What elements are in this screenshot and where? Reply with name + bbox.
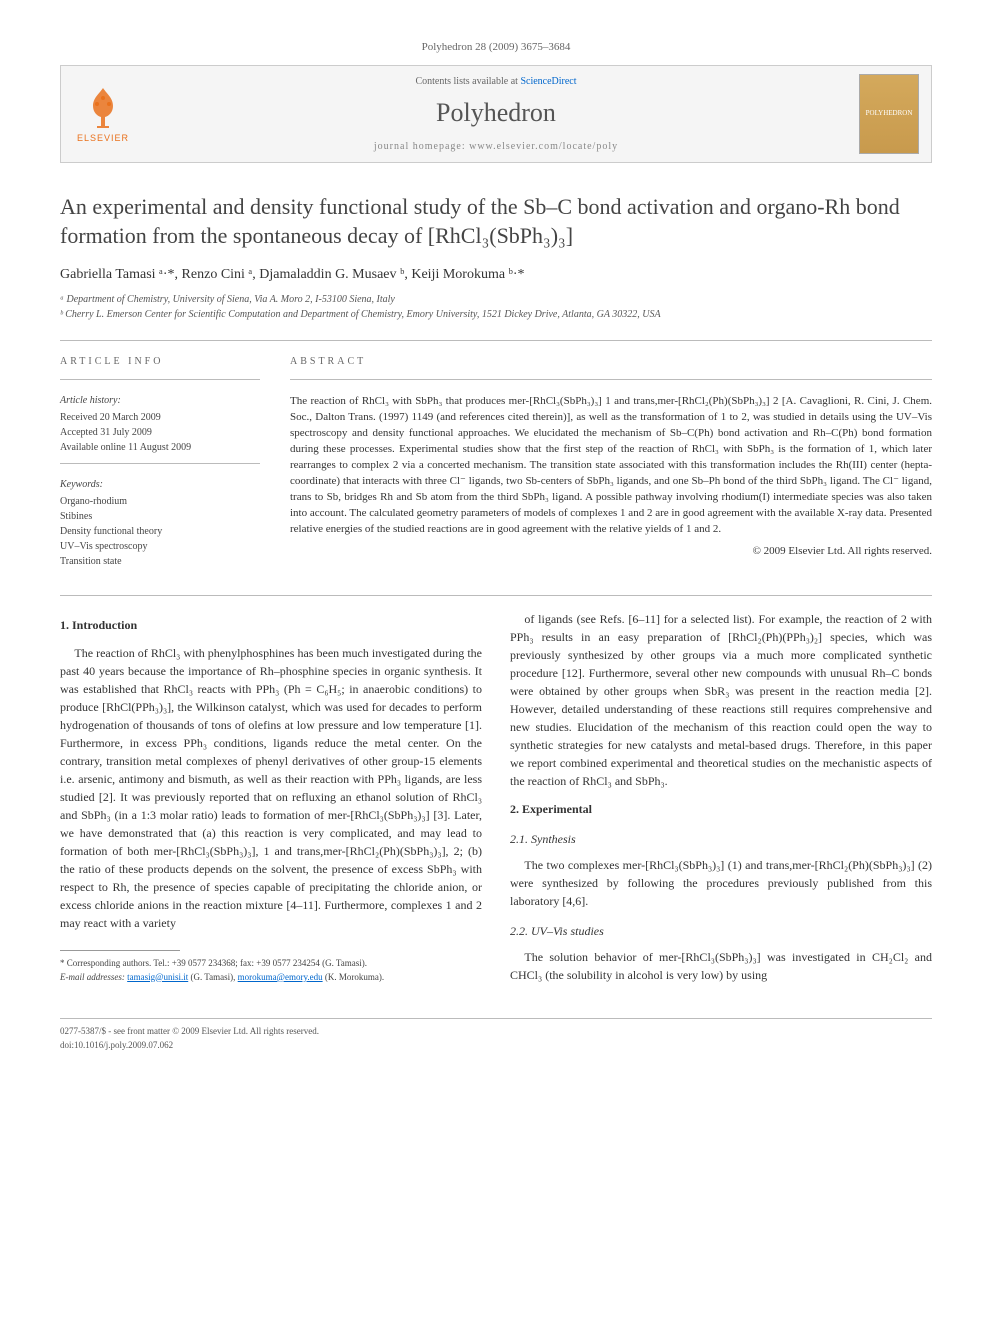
body-columns: 1. Introduction The reaction of RhCl₃ wi… xyxy=(60,610,932,994)
divider xyxy=(60,340,932,341)
article-info-block: ARTICLE INFO Article history: Received 2… xyxy=(60,355,260,569)
email-link[interactable]: morokuma@emory.edu xyxy=(238,972,323,982)
subsection-heading-synthesis: 2.1. Synthesis xyxy=(510,830,932,848)
email-label: E-mail addresses: xyxy=(60,972,125,982)
received-date: Received 20 March 2009 xyxy=(60,410,260,425)
divider xyxy=(60,463,260,464)
email-link[interactable]: tamasig@unisi.it xyxy=(127,972,188,982)
divider xyxy=(60,595,932,596)
journal-banner: ELSEVIER Contents lists available at Sci… xyxy=(60,65,932,163)
page-footer: 0277-5387/$ - see front matter © 2009 El… xyxy=(60,1025,932,1052)
divider xyxy=(290,379,932,380)
divider xyxy=(60,379,260,380)
paragraph: of ligands (see Refs. [6–11] for a selec… xyxy=(510,610,932,790)
footer-doi: doi:10.1016/j.poly.2009.07.062 xyxy=(60,1039,932,1053)
keyword: Stibines xyxy=(60,509,260,524)
contents-line: Contents lists available at ScienceDirec… xyxy=(153,75,839,89)
section-heading-experimental: 2. Experimental xyxy=(510,800,932,818)
paragraph: The two complexes mer-[RhCl₃(SbPh₃)₃] (1… xyxy=(510,856,932,910)
keyword: Organo-rhodium xyxy=(60,494,260,509)
affiliation-a: ᵃ Department of Chemistry, University of… xyxy=(60,292,932,307)
accepted-date: Accepted 31 July 2009 xyxy=(60,425,260,440)
article-title: An experimental and density functional s… xyxy=(60,193,932,250)
journal-cover-thumbnail: POLYHEDRON xyxy=(859,74,919,154)
publisher-name: ELSEVIER xyxy=(77,132,129,145)
elsevier-tree-icon xyxy=(79,84,127,132)
section-heading-intro: 1. Introduction xyxy=(60,616,482,634)
sciencedirect-link[interactable]: ScienceDirect xyxy=(520,76,576,87)
abstract-text: The reaction of RhCl₃ with SbPh₃ that pr… xyxy=(290,394,932,537)
journal-name: Polyhedron xyxy=(153,95,839,131)
paragraph: The solution behavior of mer-[RhCl₃(SbPh… xyxy=(510,948,932,984)
author-list: Gabriella Tamasi ᵃ·*, Renzo Cini ᵃ, Djam… xyxy=(60,265,932,285)
email-line: E-mail addresses: tamasig@unisi.it (G. T… xyxy=(60,971,482,985)
keyword: UV–Vis spectroscopy xyxy=(60,539,260,554)
footer-copyright: 0277-5387/$ - see front matter © 2009 El… xyxy=(60,1025,932,1039)
article-info-heading: ARTICLE INFO xyxy=(60,355,260,369)
keyword: Density functional theory xyxy=(60,524,260,539)
keywords-label: Keywords: xyxy=(60,478,260,492)
online-date: Available online 11 August 2009 xyxy=(60,440,260,455)
abstract-heading: ABSTRACT xyxy=(290,355,932,369)
email-who: (G. Tamasi), xyxy=(188,972,237,982)
paragraph: The reaction of RhCl₃ with phenylphosphi… xyxy=(60,644,482,932)
keyword: Transition state xyxy=(60,554,260,569)
journal-homepage: journal homepage: www.elsevier.com/locat… xyxy=(153,140,839,154)
contents-prefix: Contents lists available at xyxy=(415,76,520,87)
corresponding-author-note: * Corresponding authors. Tel.: +39 0577 … xyxy=(60,957,482,971)
publisher-logo: ELSEVIER xyxy=(73,79,133,149)
homepage-prefix: journal homepage: xyxy=(374,141,469,152)
footnote-separator xyxy=(60,950,180,951)
running-header: Polyhedron 28 (2009) 3675–3684 xyxy=(60,40,932,55)
affiliation-b: ᵇ Cherry L. Emerson Center for Scientifi… xyxy=(60,307,932,322)
history-label: Article history: xyxy=(60,394,260,408)
abstract-block: ABSTRACT The reaction of RhCl₃ with SbPh… xyxy=(290,355,932,569)
abstract-copyright: © 2009 Elsevier Ltd. All rights reserved… xyxy=(290,544,932,559)
email-who: (K. Morokuma). xyxy=(323,972,385,982)
footer-separator xyxy=(60,1018,932,1019)
footnotes: * Corresponding authors. Tel.: +39 0577 … xyxy=(60,957,482,984)
affiliations: ᵃ Department of Chemistry, University of… xyxy=(60,292,932,322)
subsection-heading-uvvis: 2.2. UV–Vis studies xyxy=(510,922,932,940)
homepage-url: www.elsevier.com/locate/poly xyxy=(469,141,618,152)
